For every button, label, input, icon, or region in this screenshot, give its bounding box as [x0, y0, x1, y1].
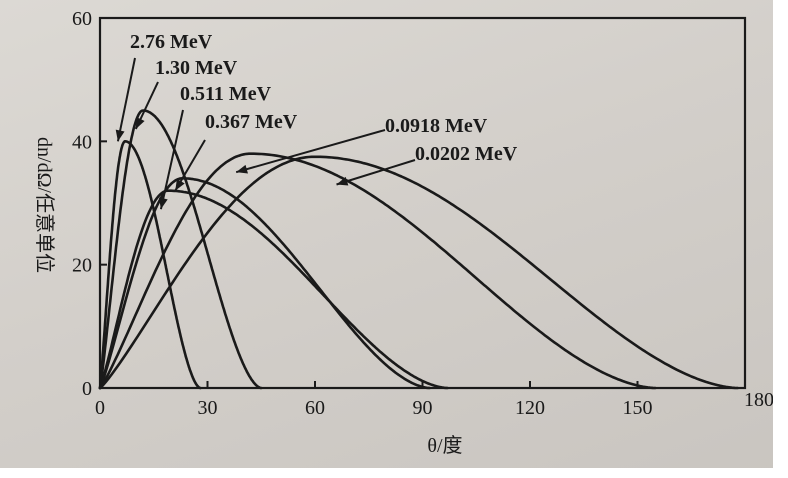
- y-tick-label: 40: [72, 131, 92, 153]
- x-tick-label: 120: [515, 397, 545, 419]
- arrowhead-276-mev: [115, 129, 125, 142]
- y-axis-label: dn/dΩ/任意单位: [33, 137, 56, 273]
- arrowhead-130-mev: [135, 117, 145, 129]
- arrowhead-0511-mev: [158, 197, 168, 210]
- page-edge-bottom: [0, 468, 788, 478]
- arrowhead-00202-mev: [336, 176, 349, 186]
- y-tick-label: 60: [72, 8, 92, 30]
- arrowhead-0367-mev: [175, 178, 185, 191]
- x-tick-label: 90: [413, 397, 433, 419]
- series-label-130-mev: 1.30 MeV: [155, 57, 238, 79]
- arrow-00202-mev: [336, 159, 416, 186]
- curve-00918-mev: [98, 152, 657, 390]
- curve-130-mev: [98, 109, 263, 390]
- arrow-0511-mev: [159, 109, 184, 210]
- arrow-00918-mev: [235, 129, 386, 174]
- y-tick-label: 0: [82, 378, 92, 400]
- y-tick-label: 20: [72, 255, 92, 277]
- x-tick-label: 150: [623, 397, 653, 419]
- arrowhead-00918-mev: [236, 164, 248, 174]
- arrow-276-mev: [116, 57, 136, 142]
- curve-00202-mev: [98, 155, 740, 390]
- x-tick-label: 30: [198, 397, 218, 419]
- x-tick-label: 0: [95, 397, 105, 419]
- series-labels: 2.76 MeV 1.30 MeV 0.511 MeV 0.367 MeV 0.0918…: [115, 31, 518, 210]
- x-tick-label: 60: [305, 397, 325, 419]
- series-label-00202-mev: 0.0202 MeV: [415, 143, 518, 165]
- curve-0511-mev: [98, 189, 449, 390]
- x-tick-label: 180: [744, 389, 774, 411]
- series-label-00918-mev: 0.0918 MeV: [385, 115, 488, 137]
- series-label-0367-mev: 0.367 MeV: [205, 111, 298, 133]
- page-edge-right: [773, 0, 788, 478]
- curve-0367-mev: [98, 177, 431, 390]
- curve-276-mev: [98, 140, 202, 390]
- x-axis-label: θ/度: [427, 434, 462, 457]
- ticks: 0 30 60 90 120 150 180 0 20 40 60: [72, 8, 774, 419]
- series-label-276-mev: 2.76 MeV: [130, 31, 213, 53]
- curves: [98, 109, 740, 390]
- series-label-0511-mev: 0.511 MeV: [180, 83, 272, 105]
